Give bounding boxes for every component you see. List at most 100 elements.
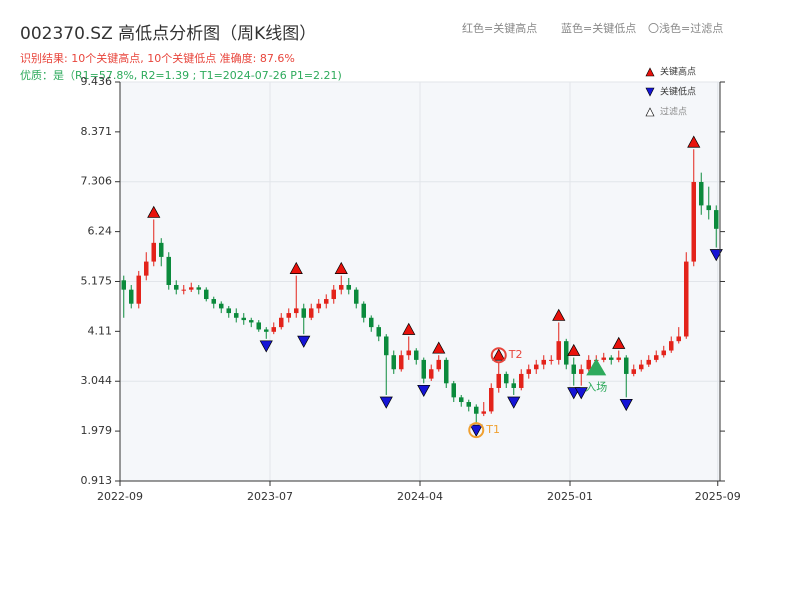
- candle-body: [444, 359, 449, 384]
- candle-body: [646, 359, 651, 365]
- candle-body: [639, 364, 644, 370]
- candle-body: [166, 256, 171, 285]
- candle-body: [654, 355, 659, 360]
- note: 蓝色=关键低点: [561, 21, 636, 35]
- candle-body: [519, 373, 524, 388]
- candle-body: [661, 350, 666, 356]
- candle-body: [151, 242, 156, 262]
- candle-body: [421, 359, 426, 379]
- y-tick-label: 9.436: [81, 75, 113, 88]
- y-tick-label: 3.044: [81, 374, 113, 387]
- candle-body: [684, 261, 689, 337]
- key-low-marker: [259, 340, 273, 353]
- y-tick-label: 1.979: [81, 424, 113, 437]
- annotation-label: T2: [508, 348, 523, 361]
- key-high-marker: [552, 308, 566, 321]
- candle-body: [391, 355, 396, 370]
- candle-body: [204, 289, 209, 300]
- y-tick-label: 4.11: [88, 324, 113, 337]
- candle-body: [346, 284, 351, 290]
- quality: 优质：是（R1=57.8%, R2=1.39 ; T1=2024-07-26 P…: [20, 69, 342, 82]
- candle-body: [571, 364, 576, 374]
- candle-body: [609, 357, 614, 360]
- x-tick-label: 2024-04: [397, 490, 443, 503]
- candle-body: [226, 308, 231, 314]
- candle-body: [414, 350, 419, 360]
- candle-body: [631, 369, 636, 374]
- candle-body: [436, 359, 441, 370]
- y-tick-label: 0.913: [81, 474, 113, 487]
- candle-body: [121, 280, 126, 290]
- candle-body: [474, 406, 479, 414]
- subtitle: 识别结果: 10个关键高点, 10个关键低点 准确度: 87.6%: [20, 51, 295, 65]
- candle-body: [376, 327, 381, 337]
- key-low-marker: [379, 396, 393, 409]
- candle-body: [489, 387, 494, 412]
- candle-body: [136, 275, 141, 304]
- marks: T1 T2 入场: [121, 135, 723, 439]
- key-high-marker: [147, 205, 161, 218]
- candle-body: [496, 373, 501, 388]
- x-tick-label: 2022-09: [97, 490, 143, 503]
- annotation-label: 入场: [585, 379, 607, 393]
- candle-body: [354, 289, 359, 304]
- candle-body: [316, 303, 321, 309]
- annotation-ring: [468, 422, 485, 439]
- candle-body: [699, 181, 704, 206]
- legend-swatch: [645, 107, 655, 117]
- candle-body: [534, 364, 539, 370]
- candle-body: [504, 373, 509, 384]
- candle-body: [676, 336, 681, 342]
- candle-body: [601, 357, 606, 360]
- key-high-marker: [334, 261, 348, 274]
- candle-body: [579, 369, 584, 374]
- candle-body: [451, 383, 456, 398]
- annotation-label: T1: [485, 423, 500, 436]
- candle-body: [249, 320, 254, 323]
- candle-body: [526, 369, 531, 374]
- y-tick-label: 5.175: [81, 274, 113, 287]
- candle-body: [181, 289, 186, 291]
- candle-body: [369, 317, 374, 328]
- candle-body: [279, 317, 284, 328]
- candle-body: [466, 402, 471, 407]
- candle-body: [406, 350, 411, 356]
- candle-body: [241, 317, 246, 321]
- candle-body: [219, 303, 224, 309]
- candle-body: [294, 308, 299, 314]
- candle-body: [271, 327, 276, 332]
- key-low-marker: [297, 335, 311, 348]
- candle-body: [691, 181, 696, 262]
- y-tick-label: 6.24: [88, 225, 113, 238]
- note: 〇浅色=过滤点: [648, 21, 723, 35]
- candle-body: [511, 383, 516, 388]
- candle-body: [331, 289, 336, 300]
- candle-body: [339, 284, 344, 290]
- x-tick-label: 2023-07: [247, 490, 293, 503]
- candle-body: [174, 284, 179, 290]
- candle-body: [616, 357, 621, 360]
- legend-label: 关键低点: [660, 86, 696, 98]
- candle-body: [624, 357, 629, 374]
- key-high-marker: [492, 348, 506, 361]
- candle-body: [264, 329, 269, 332]
- candle-body: [669, 341, 674, 351]
- legend-swatch: [645, 87, 655, 97]
- key-high-marker: [567, 343, 581, 356]
- candle-body: [129, 289, 134, 304]
- legend: 关键高点 关键低点 过滤点: [645, 66, 696, 118]
- candle-body: [234, 313, 239, 318]
- candle-body: [286, 313, 291, 318]
- key-high-marker: [687, 135, 701, 148]
- key-low-marker: [417, 384, 431, 398]
- x-tick-label: 2025-01: [547, 490, 593, 503]
- entry-marker: [586, 358, 607, 376]
- key-high-marker: [289, 261, 303, 274]
- candle-body: [324, 299, 329, 304]
- candle-body: [429, 369, 434, 379]
- candle-body: [481, 411, 486, 414]
- legend-swatch: [645, 67, 655, 77]
- key-low-marker: [619, 398, 633, 412]
- y-tick-label: 7.306: [81, 175, 113, 188]
